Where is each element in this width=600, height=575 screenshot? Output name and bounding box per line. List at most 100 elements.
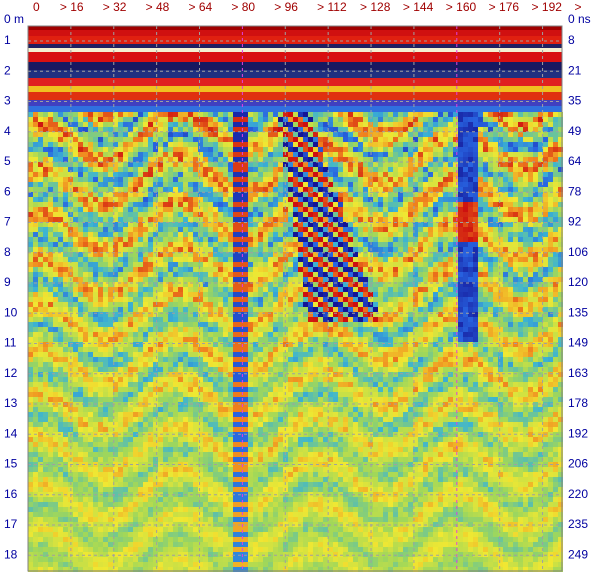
- signal-cell: [123, 122, 128, 127]
- signal-cell: [413, 162, 418, 167]
- signal-cell: [498, 282, 503, 287]
- signal-cell: [148, 277, 153, 282]
- signal-cell: [378, 167, 383, 172]
- signal-cell: [403, 187, 408, 192]
- signal-cell: [453, 197, 458, 202]
- signal-cell: [33, 327, 38, 332]
- signal-cell: [48, 242, 53, 247]
- signal-cell: [198, 232, 203, 237]
- signal-cell: [148, 252, 153, 257]
- signal-cell: [453, 247, 458, 252]
- signal-cell: [343, 297, 348, 302]
- signal-cell: [503, 327, 508, 332]
- signal-cell: [33, 277, 38, 282]
- signal-cell: [193, 152, 198, 157]
- signal-cell: [93, 227, 98, 232]
- signal-cell: [78, 207, 83, 212]
- signal-cell: [73, 207, 78, 212]
- signal-cell: [93, 152, 98, 157]
- signal-cell: [133, 207, 138, 212]
- signal-cell: [298, 177, 303, 182]
- signal-cell: [183, 302, 188, 307]
- signal-cell: [228, 302, 233, 307]
- signal-cell: [93, 232, 98, 237]
- signal-cell: [438, 257, 443, 262]
- signal-cell: [328, 322, 333, 327]
- signal-cell: [398, 192, 403, 197]
- signal-cell: [108, 277, 113, 282]
- signal-cell: [338, 292, 343, 297]
- signal-cell: [318, 312, 323, 317]
- signal-cell: [353, 287, 358, 292]
- signal-cell: [338, 262, 343, 267]
- signal-cell: [243, 322, 248, 327]
- signal-cell: [153, 127, 158, 132]
- signal-cell: [553, 232, 558, 237]
- signal-cell: [528, 252, 533, 257]
- signal-cell: [353, 127, 358, 132]
- signal-cell: [303, 247, 308, 252]
- signal-cell: [233, 202, 238, 207]
- signal-cell: [243, 282, 248, 287]
- signal-cell: [33, 227, 38, 232]
- signal-cell: [233, 152, 238, 157]
- signal-cell: [113, 207, 118, 212]
- signal-cell: [348, 317, 353, 322]
- signal-cell: [113, 262, 118, 267]
- signal-cell: [513, 127, 518, 132]
- signal-cell: [113, 122, 118, 127]
- signal-cell: [538, 152, 543, 157]
- signal-cell: [183, 327, 188, 332]
- signal-cell: [543, 177, 548, 182]
- signal-cell: [93, 337, 98, 342]
- signal-cell: [93, 157, 98, 162]
- signal-cell: [383, 117, 388, 122]
- signal-cell: [158, 157, 163, 162]
- signal-cell: [218, 307, 223, 312]
- signal-cell: [488, 237, 493, 242]
- signal-cell: [538, 282, 543, 287]
- signal-cell: [498, 197, 503, 202]
- signal-cell: [183, 337, 188, 342]
- signal-cell: [323, 177, 328, 182]
- signal-cell: [483, 222, 488, 227]
- signal-cell: [423, 237, 428, 242]
- signal-cell: [538, 162, 543, 167]
- signal-cell: [513, 327, 518, 332]
- signal-cell: [268, 342, 273, 347]
- signal-cell: [483, 197, 488, 202]
- signal-cell: [293, 332, 298, 337]
- signal-cell: [323, 247, 328, 252]
- signal-cell: [58, 177, 63, 182]
- signal-cell: [548, 237, 553, 242]
- signal-cell: [518, 237, 523, 242]
- signal-cell: [103, 162, 108, 167]
- signal-cell: [38, 262, 43, 267]
- signal-cell: [463, 127, 468, 132]
- signal-cell: [183, 297, 188, 302]
- signal-cell: [328, 287, 333, 292]
- signal-cell: [193, 212, 198, 217]
- signal-cell: [133, 232, 138, 237]
- signal-cell: [333, 322, 338, 327]
- signal-cell: [208, 137, 213, 142]
- signal-cell: [168, 127, 173, 132]
- signal-cell: [383, 157, 388, 162]
- signal-cell: [558, 202, 563, 207]
- signal-cell: [48, 177, 53, 182]
- signal-cell: [533, 322, 538, 327]
- signal-cell: [413, 322, 418, 327]
- signal-cell: [178, 127, 183, 132]
- reflection-band: [28, 52, 562, 62]
- signal-cell: [278, 242, 283, 247]
- signal-cell: [108, 192, 113, 197]
- signal-cell: [328, 282, 333, 287]
- signal-cell: [418, 137, 423, 142]
- signal-cell: [478, 197, 483, 202]
- signal-cell: [483, 172, 488, 177]
- signal-cell: [133, 122, 138, 127]
- signal-cell: [518, 227, 523, 232]
- signal-cell: [533, 177, 538, 182]
- signal-cell: [238, 177, 243, 182]
- signal-cell: [343, 202, 348, 207]
